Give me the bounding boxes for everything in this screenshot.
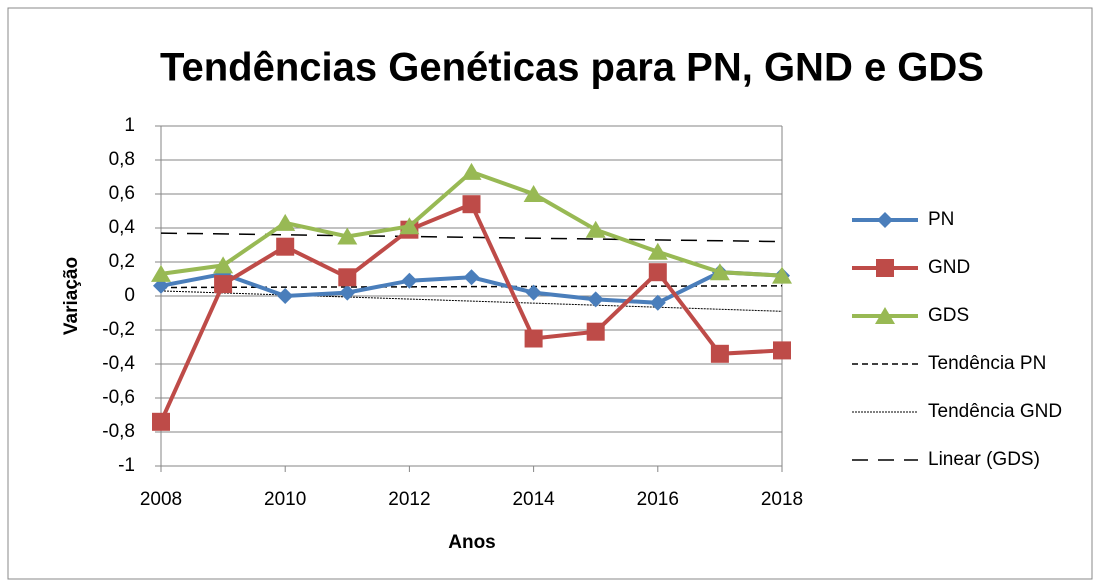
marker-square bbox=[152, 412, 170, 431]
legend-label: PN bbox=[928, 209, 954, 230]
marker-square bbox=[214, 275, 233, 294]
marker-square bbox=[338, 268, 357, 287]
x-axis-title: Anos bbox=[448, 532, 496, 553]
y-tick-label: -0,8 bbox=[102, 421, 135, 442]
marker-triangle bbox=[151, 264, 171, 282]
marker-triangle bbox=[709, 263, 730, 281]
marker-diamond bbox=[525, 284, 542, 301]
y-tick-label: -1 bbox=[118, 455, 135, 476]
marker-triangle bbox=[461, 162, 482, 180]
x-tick-label: 2018 bbox=[761, 489, 803, 510]
legend-label: Linear (GDS) bbox=[928, 449, 1040, 470]
legend-marker bbox=[877, 212, 893, 228]
marker-square bbox=[773, 341, 791, 360]
y-tick-label: 0,2 bbox=[109, 251, 135, 272]
marker-triangle bbox=[213, 256, 234, 274]
marker-triangle bbox=[772, 266, 792, 284]
legend-label: GDS bbox=[928, 305, 969, 326]
marker-triangle bbox=[523, 185, 544, 202]
y-tick-label: -0,2 bbox=[102, 319, 135, 340]
marker-square bbox=[462, 195, 481, 214]
marker-square bbox=[648, 263, 667, 282]
marker-diamond bbox=[401, 272, 418, 289]
x-tick-label: 2016 bbox=[637, 489, 679, 510]
legend-label: GND bbox=[928, 257, 970, 278]
y-axis-title: Variação bbox=[61, 257, 82, 335]
x-tick-label: 2014 bbox=[512, 489, 555, 510]
x-tick-label: 2008 bbox=[140, 489, 182, 510]
marker-diamond bbox=[277, 288, 294, 304]
marker-diamond bbox=[463, 269, 480, 286]
marker-diamond bbox=[587, 291, 604, 308]
y-tick-label: -0,4 bbox=[102, 353, 135, 374]
marker-triangle bbox=[399, 217, 420, 235]
y-tick-label: 1 bbox=[124, 115, 135, 136]
marker-triangle bbox=[337, 227, 358, 245]
y-tick-label: 0 bbox=[124, 285, 135, 306]
marker-triangle bbox=[275, 213, 296, 231]
legend-marker bbox=[875, 307, 895, 324]
chart-title: Tendências Genéticas para PN, GND e GDS bbox=[160, 46, 984, 90]
marker-diamond bbox=[339, 284, 356, 301]
legend-label: Tendência GND bbox=[928, 401, 1062, 422]
marker-diamond bbox=[649, 294, 666, 311]
y-tick-label: 0,8 bbox=[109, 149, 135, 170]
trend-line bbox=[160, 290, 783, 312]
legend-label: Tendência PN bbox=[928, 353, 1046, 374]
y-tick-label: 0,6 bbox=[109, 183, 135, 204]
marker-triangle bbox=[585, 220, 606, 238]
marker-square bbox=[586, 322, 605, 341]
marker-triangle bbox=[647, 242, 668, 260]
legend-marker bbox=[876, 259, 894, 277]
marker-square bbox=[524, 329, 543, 348]
marker-square bbox=[276, 237, 295, 256]
y-tick-label: 0,4 bbox=[109, 217, 136, 238]
x-tick-label: 2012 bbox=[388, 489, 430, 510]
marker-square bbox=[710, 344, 729, 363]
x-tick-label: 2010 bbox=[264, 489, 306, 510]
y-tick-label: -0,6 bbox=[102, 387, 135, 408]
